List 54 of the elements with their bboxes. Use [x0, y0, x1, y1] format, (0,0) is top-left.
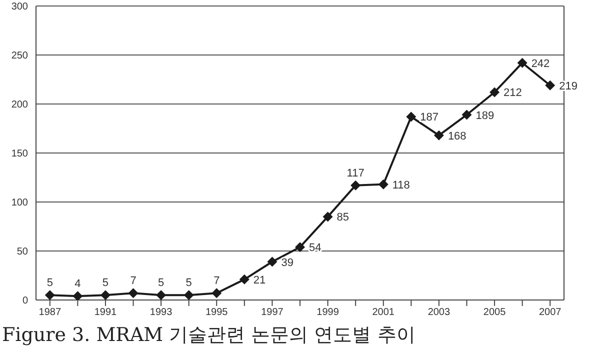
point: [44, 290, 55, 300]
point: [267, 256, 278, 267]
y-tick-label: 100: [11, 198, 28, 209]
data-label: 5: [186, 277, 192, 290]
y-tick-label: 250: [11, 50, 28, 62]
data-label: 5: [46, 277, 53, 290]
data-label: 118: [392, 179, 410, 192]
x-tick-label: 2003: [428, 307, 451, 318]
data-label: 242: [531, 58, 550, 70]
data-label: 189: [476, 110, 494, 122]
x-tick-label: 1991: [94, 307, 118, 318]
x-tick-label: 1997: [261, 307, 284, 318]
point: [517, 58, 528, 68]
point: [156, 290, 166, 300]
data-label: 212: [504, 87, 522, 100]
y-tick-label: 300: [11, 2, 28, 13]
point: [490, 87, 500, 98]
point: [72, 291, 83, 300]
point: [434, 130, 444, 140]
point: [462, 110, 472, 120]
point: [128, 288, 138, 298]
point: [378, 179, 388, 190]
x-tick-label: 1995: [206, 307, 228, 318]
point: [295, 242, 305, 252]
data-label: 7: [130, 275, 136, 288]
point: [350, 180, 361, 190]
y-tick-label: 50: [16, 246, 28, 258]
data-label: 5: [102, 277, 109, 290]
point: [406, 112, 416, 122]
point: [184, 290, 194, 300]
x-tick-label: 2001: [372, 307, 395, 318]
data-label: 168: [448, 130, 466, 142]
data-label: 7: [214, 275, 220, 288]
x-tick-label: 1987: [38, 307, 62, 318]
y-tick-label: 150: [11, 148, 28, 160]
data-label: 85: [336, 212, 350, 224]
data-label: 187: [420, 112, 439, 124]
point: [545, 80, 556, 90]
point: [212, 288, 222, 298]
y-tick-label: 200: [11, 100, 28, 111]
data-label: 4: [74, 278, 81, 290]
data-label: 5: [158, 277, 164, 290]
x-tick-label: 2005: [483, 307, 506, 318]
y-tick-label: 0: [22, 296, 28, 307]
point: [322, 212, 333, 222]
data-label: 117: [346, 167, 364, 180]
x-tick-label: 2007: [538, 307, 562, 318]
data-label: 39: [281, 256, 294, 269]
point: [100, 290, 110, 300]
point: [239, 274, 250, 284]
x-tick-label: 1999: [316, 307, 340, 318]
x-tick-label: 1993: [150, 307, 173, 318]
text: Figure 3. MRAM 기술관련 논문의 연도별 추이: [1, 323, 416, 348]
data-label: 21: [253, 274, 266, 286]
